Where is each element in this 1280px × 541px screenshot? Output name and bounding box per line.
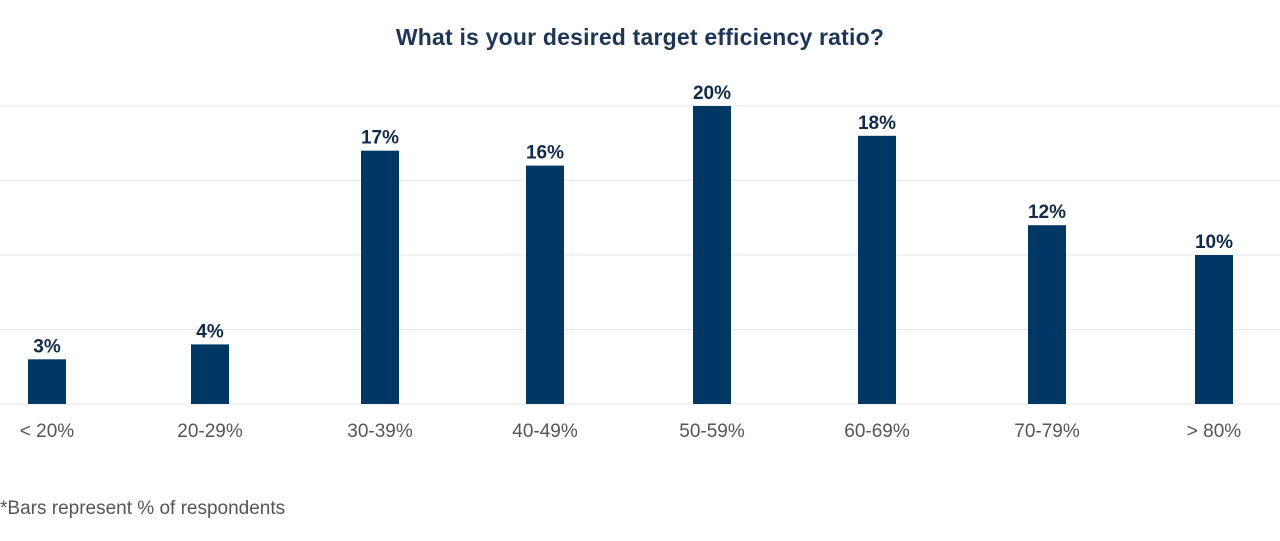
tick-label-5: 60-69% — [844, 421, 910, 442]
value-label-4: 20% — [693, 83, 731, 104]
x-axis-ticks: < 20% 20-29% 30-39% 40-49% 50-59% 60-69% 70-79… — [20, 421, 1242, 442]
value-label-6: 12% — [1028, 202, 1066, 223]
bar-4 — [693, 106, 731, 404]
bar-1 — [191, 344, 229, 404]
value-label-2: 17% — [361, 128, 399, 149]
tick-label-3: 40-49% — [512, 421, 578, 442]
bar-3 — [526, 165, 564, 404]
tick-label-7: > 80% — [1187, 421, 1242, 442]
chart-title: What is your desired target efficiency r… — [395, 24, 885, 50]
value-labels: 3% 4% 17% 16% 20% 18% 12% 10% — [33, 83, 1233, 357]
value-label-5: 18% — [858, 113, 896, 134]
tick-label-2: 30-39% — [347, 421, 413, 442]
tick-label-0: < 20% — [20, 421, 75, 442]
tick-label-1: 20-29% — [177, 421, 243, 442]
value-label-1: 4% — [196, 321, 224, 342]
bar-5 — [858, 135, 896, 405]
bars — [28, 106, 1233, 405]
bar-7 — [1195, 255, 1233, 404]
bar-6 — [1028, 225, 1066, 404]
value-label-0: 3% — [33, 336, 61, 357]
tick-label-4: 50-59% — [679, 421, 745, 442]
bar-2 — [361, 150, 399, 404]
bar-0 — [28, 359, 66, 404]
tick-label-6: 70-79% — [1014, 421, 1080, 442]
gridlines — [0, 105, 1280, 405]
value-label-7: 10% — [1195, 232, 1233, 253]
value-label-3: 16% — [526, 143, 564, 164]
footnote: *Bars represent % of respondents — [0, 498, 286, 519]
